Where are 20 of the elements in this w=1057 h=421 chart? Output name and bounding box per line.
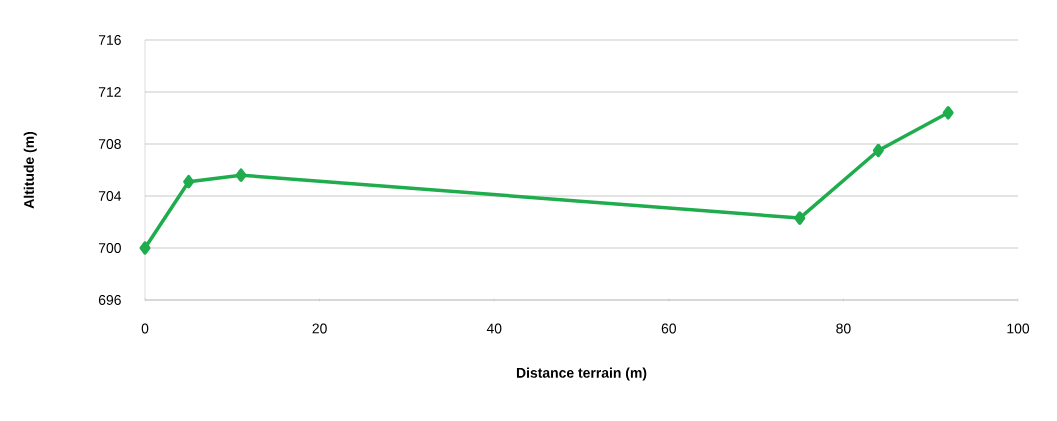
point (942, 106, 954, 120)
y-tick-label: 696 (98, 295, 121, 305)
y-axis-title: Altitude (m) (23, 131, 37, 209)
point (139, 241, 151, 255)
x-axis-title: Distance terrain (m) (516, 367, 647, 381)
x-tick-label: 100 (1007, 323, 1030, 334)
y-tick-label: 712 (98, 87, 121, 97)
y-tick-label: 704 (98, 191, 122, 201)
point (183, 174, 195, 189)
y-tick-label: 708 (98, 139, 121, 149)
x-tick-label: 80 (836, 323, 851, 334)
y-tick-label: 700 (98, 243, 121, 253)
x-tick-label: 0 (141, 323, 149, 334)
y-tick-label: 716 (98, 35, 121, 45)
point (872, 143, 884, 158)
x-tick-label: 20 (312, 323, 327, 334)
x-tick-label: 40 (486, 323, 502, 334)
x-tick-label: 60 (661, 323, 677, 334)
point (794, 211, 806, 225)
point (235, 168, 247, 182)
